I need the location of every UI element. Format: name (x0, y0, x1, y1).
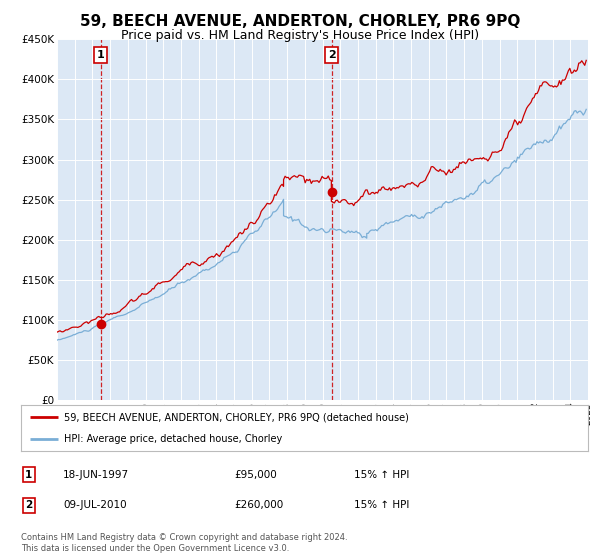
Text: HPI: Average price, detached house, Chorley: HPI: Average price, detached house, Chor… (64, 435, 282, 444)
Text: 59, BEECH AVENUE, ANDERTON, CHORLEY, PR6 9PQ (detached house): 59, BEECH AVENUE, ANDERTON, CHORLEY, PR6… (64, 412, 409, 422)
Text: 1: 1 (97, 50, 104, 60)
Text: 15% ↑ HPI: 15% ↑ HPI (354, 470, 409, 480)
Text: 15% ↑ HPI: 15% ↑ HPI (354, 500, 409, 510)
Text: 18-JUN-1997: 18-JUN-1997 (63, 470, 129, 480)
Text: 59, BEECH AVENUE, ANDERTON, CHORLEY, PR6 9PQ: 59, BEECH AVENUE, ANDERTON, CHORLEY, PR6… (80, 14, 520, 29)
Text: Contains HM Land Registry data © Crown copyright and database right 2024.
This d: Contains HM Land Registry data © Crown c… (21, 533, 347, 553)
Text: 2: 2 (328, 50, 335, 60)
Text: 09-JUL-2010: 09-JUL-2010 (63, 500, 127, 510)
Text: Price paid vs. HM Land Registry's House Price Index (HPI): Price paid vs. HM Land Registry's House … (121, 29, 479, 42)
Text: 1: 1 (25, 470, 32, 480)
Text: 2: 2 (25, 500, 32, 510)
Text: £260,000: £260,000 (234, 500, 283, 510)
Text: £95,000: £95,000 (234, 470, 277, 480)
